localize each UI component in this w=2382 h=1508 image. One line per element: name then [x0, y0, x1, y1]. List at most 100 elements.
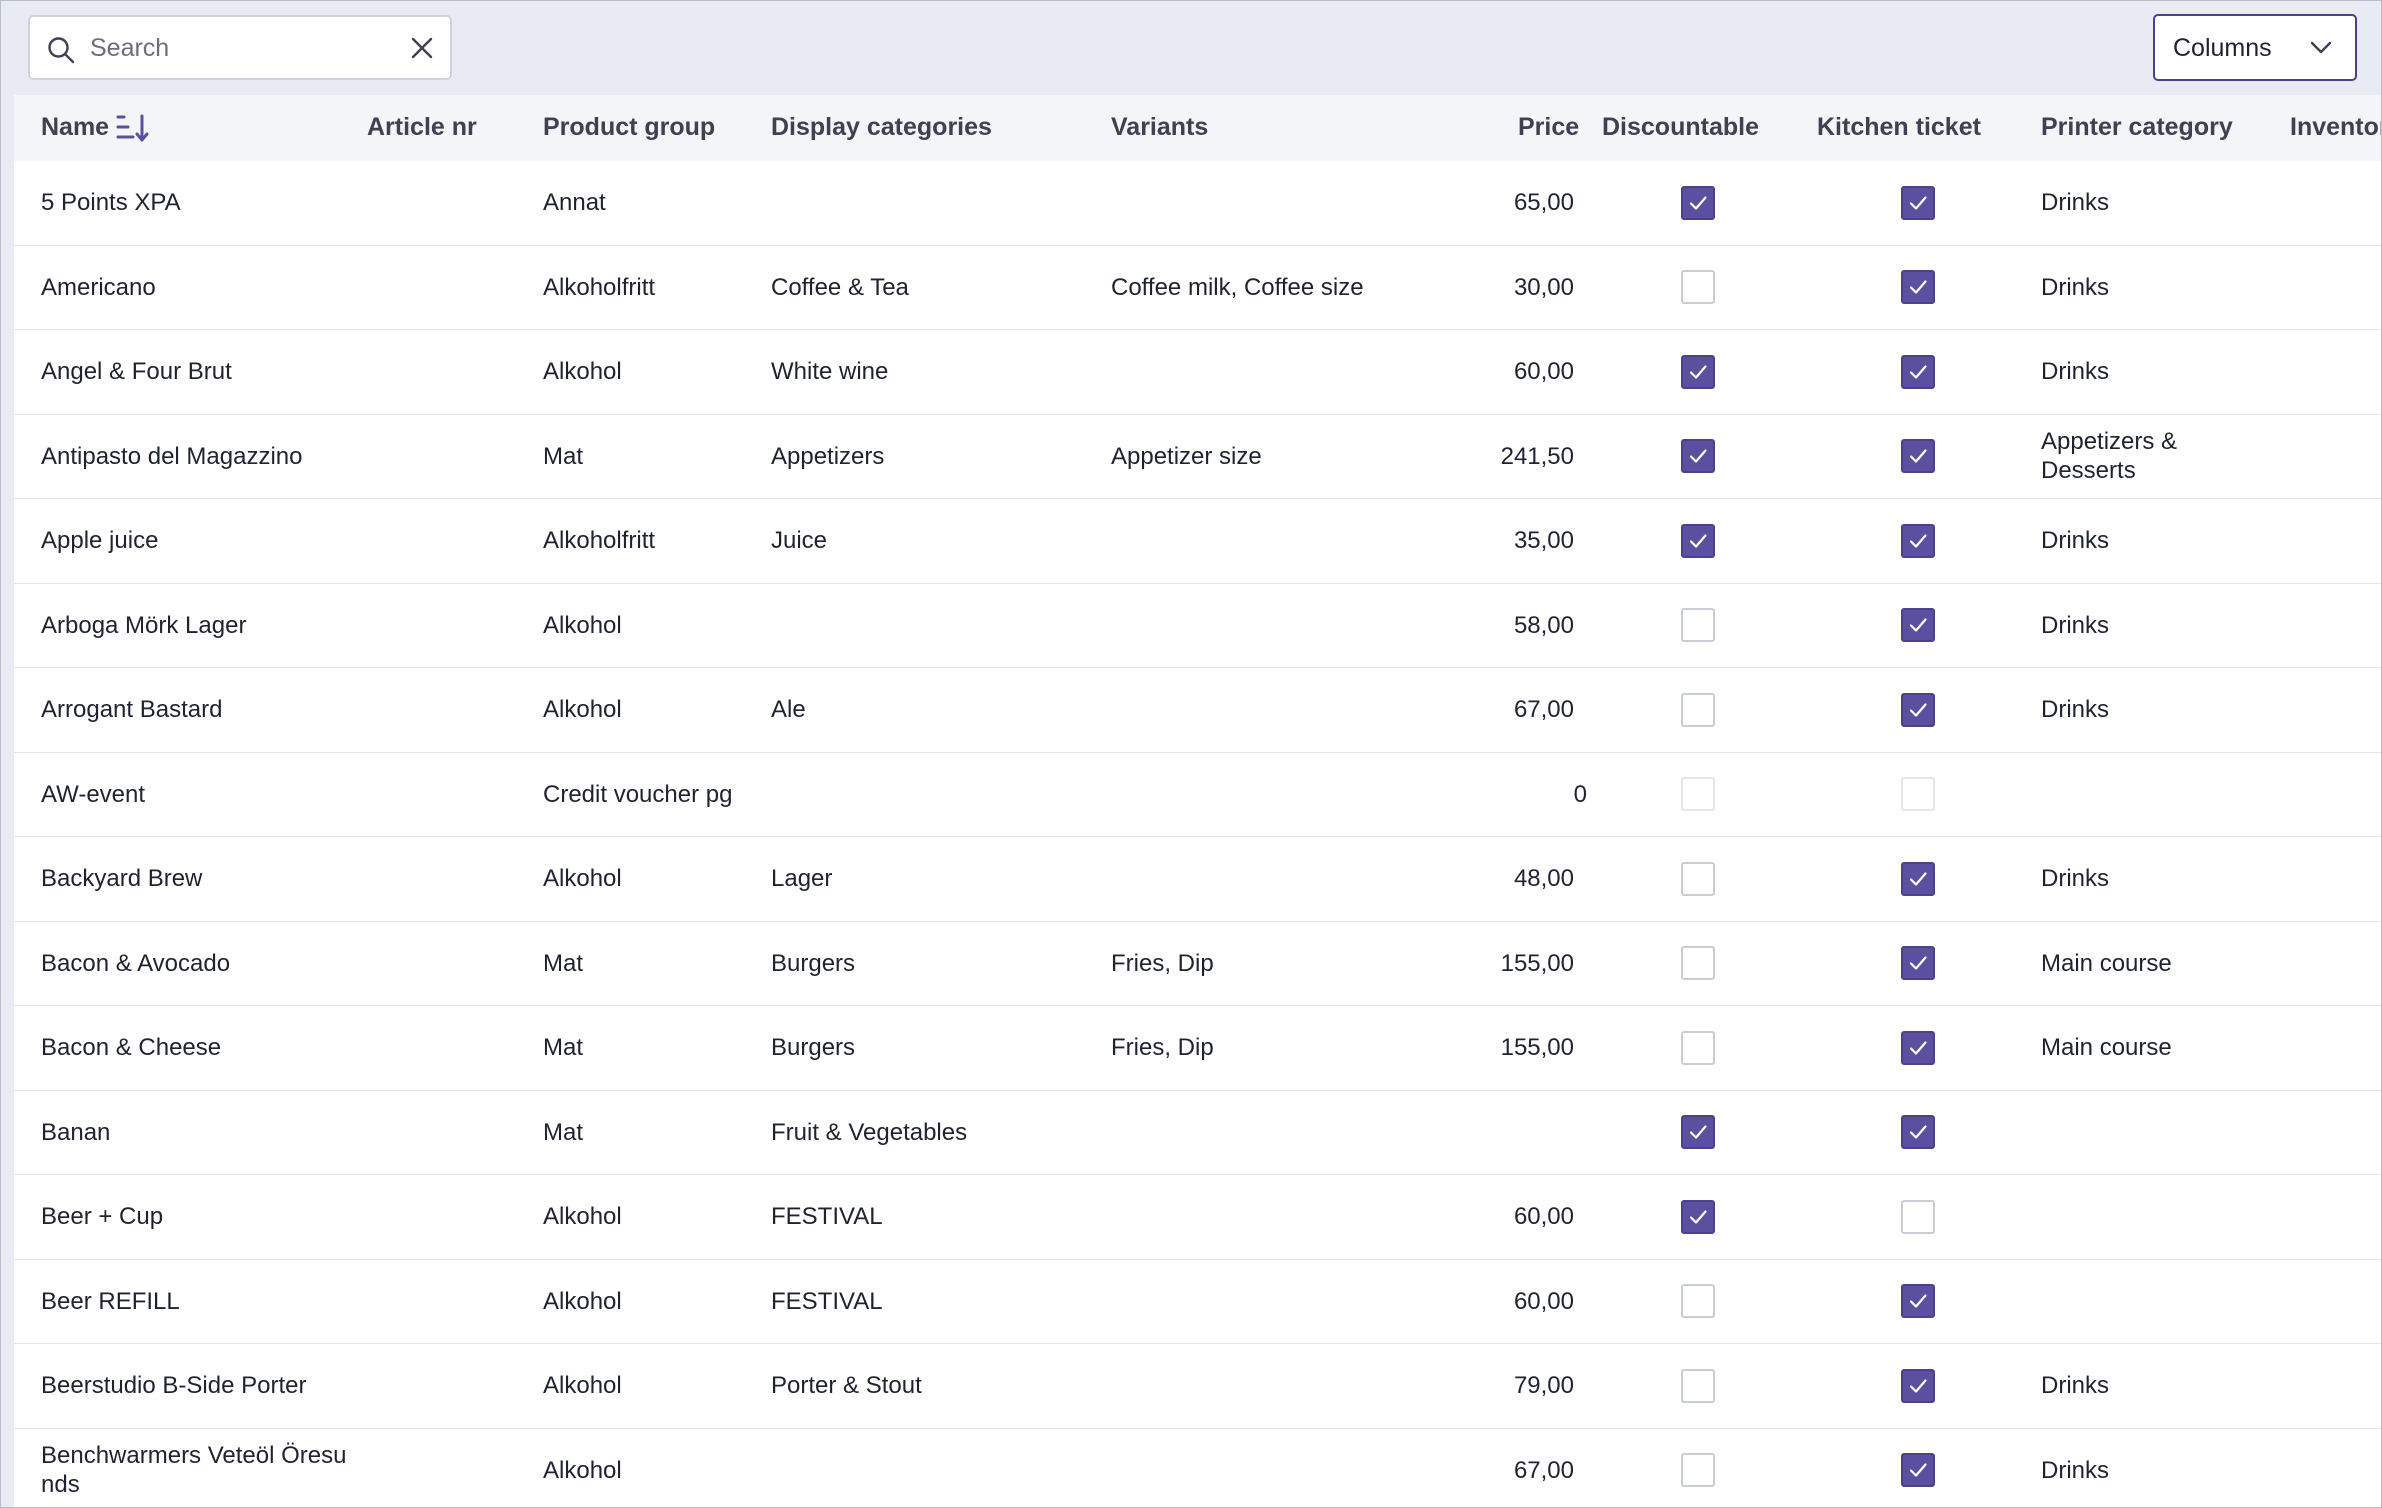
discountable-checkbox[interactable]	[1681, 946, 1715, 981]
close-icon[interactable]	[408, 34, 436, 62]
table-row[interactable]: Apple juice Alkoholfritt Juice 35,00 Drinks	[14, 499, 2381, 584]
search-input[interactable]	[88, 25, 422, 72]
cell-article-nr	[367, 246, 517, 330]
cell-price: 241,50	[1500, 442, 1574, 470]
discountable-checkbox[interactable]	[1681, 1284, 1715, 1319]
table-row[interactable]: Banan Mat Fruit & Vegetables	[14, 1091, 2381, 1175]
table-row[interactable]: Bacon & Cheese Mat Burgers Fries, Dip 155,00…	[14, 1006, 2381, 1091]
column-header-product-group[interactable]: Product group	[543, 113, 716, 141]
discountable-checkbox[interactable]	[1681, 1115, 1715, 1150]
discountable-checkbox[interactable]	[1681, 270, 1715, 305]
table-row[interactable]: Americano Alkoholfritt Coffee & Tea Coffee …	[14, 246, 2381, 330]
kitchen-ticket-checkbox[interactable]	[1901, 1453, 1935, 1488]
table-row[interactable]: Beer + Cup Alkohol FESTIVAL 60,00	[14, 1175, 2381, 1260]
cell-discountable	[1678, 415, 1718, 499]
table-row[interactable]: Backyard Brew Alkohol Lager 48,00 Drinks	[14, 837, 2381, 922]
discountable-checkbox[interactable]	[1681, 523, 1715, 558]
cell-name: Bacon & Avocado	[41, 949, 231, 977]
table-row[interactable]: Arrogant Bastard Alkohol Ale 67,00 Drinks	[14, 668, 2381, 753]
discountable-checkbox[interactable]	[1681, 1453, 1715, 1488]
table-row[interactable]: Benchwarmers Veteöl Öresu nds Alkohol 67,0…	[14, 1429, 2381, 1508]
cell-name: Antipasto del Magazzino	[41, 442, 303, 470]
column-header-inventory[interactable]: Inventor	[2290, 113, 2382, 141]
table-row[interactable]: Beer REFILL Alkohol FESTIVAL 60,00	[14, 1260, 2381, 1344]
kitchen-ticket-checkbox[interactable]	[1901, 946, 1935, 981]
cell-variants: Fries, Dip	[1111, 1034, 1214, 1062]
check-icon	[1689, 365, 1707, 379]
cell-article-nr	[367, 1175, 517, 1259]
discountable-checkbox[interactable]	[1681, 185, 1715, 220]
cell-product-group: Mat	[543, 1034, 584, 1062]
cell-article-nr	[367, 1260, 517, 1344]
cell-price: 35,00	[1513, 527, 1574, 555]
discountable-checkbox[interactable]	[1681, 439, 1715, 474]
cell-article-nr	[367, 1006, 517, 1090]
cell-price	[1414, 1091, 1574, 1175]
discountable-checkbox[interactable]	[1681, 692, 1715, 727]
cell-name: Arboga Mörk Lager	[41, 611, 247, 639]
kitchen-ticket-checkbox[interactable]	[1901, 354, 1935, 389]
kitchen-ticket-checkbox[interactable]	[1901, 1030, 1935, 1065]
kitchen-ticket-checkbox[interactable]	[1901, 692, 1935, 727]
cell-product-group: Alkoholfritt	[543, 527, 656, 555]
cell-printer-category: Main course	[2041, 1034, 2172, 1062]
cell-article-nr	[367, 837, 517, 921]
table-row[interactable]: Antipasto del Magazzino Mat Appetizers Appe…	[14, 415, 2381, 499]
column-header-kitchen-ticket[interactable]: Kitchen ticket	[1817, 113, 1981, 141]
cell-product-group: Alkohol	[543, 865, 622, 893]
table-row[interactable]: AW-event Credit voucher pg 0	[14, 753, 2381, 837]
cell-variants	[1111, 837, 1411, 921]
cell-printer-category: Drinks	[2041, 189, 2110, 217]
cell-product-group: Annat	[543, 189, 606, 217]
cell-name: Bacon & Cheese	[41, 1034, 222, 1062]
discountable-checkbox[interactable]	[1681, 1199, 1715, 1234]
cell-product-group: Alkohol	[543, 1287, 622, 1315]
cell-article-nr	[367, 584, 517, 668]
column-header-name[interactable]: Name	[41, 113, 110, 141]
cell-discountable	[1678, 837, 1718, 921]
kitchen-ticket-checkbox[interactable]	[1901, 861, 1935, 896]
cell-price: 60,00	[1513, 1203, 1574, 1231]
cell-printer-category: Drinks	[2041, 527, 2110, 555]
column-header-variants[interactable]: Variants	[1111, 113, 1209, 141]
kitchen-ticket-checkbox[interactable]	[1901, 1368, 1935, 1403]
discountable-checkbox[interactable]	[1681, 1030, 1715, 1065]
cell-discountable	[1678, 584, 1718, 668]
column-header-printer-category[interactable]: Printer category	[2041, 113, 2233, 141]
cell-discountable	[1678, 246, 1718, 330]
table-row[interactable]: Beerstudio B-Side Porter Alkohol Porter & …	[14, 1344, 2381, 1429]
kitchen-ticket-checkbox[interactable]	[1901, 1115, 1935, 1150]
table-row[interactable]: Bacon & Avocado Mat Burgers Fries, Dip 155,0…	[14, 922, 2381, 1006]
cell-article-nr	[367, 330, 517, 414]
kitchen-ticket-checkbox[interactable]	[1901, 1199, 1935, 1234]
cell-printer-category: Drinks	[2041, 611, 2110, 639]
discountable-checkbox[interactable]	[1681, 1368, 1715, 1403]
kitchen-ticket-checkbox[interactable]	[1901, 185, 1935, 220]
column-header-price[interactable]: Price	[1518, 113, 1580, 141]
table-row[interactable]: 5 Points XPA Annat 65,00 Drinks	[14, 161, 2381, 246]
discountable-checkbox[interactable]	[1681, 354, 1715, 389]
kitchen-ticket-checkbox[interactable]	[1901, 439, 1935, 474]
cell-price: 48,00	[1513, 865, 1574, 893]
search-box[interactable]	[28, 15, 452, 80]
table-row[interactable]: Arboga Mörk Lager Alkohol 58,00 Drinks	[14, 584, 2381, 668]
columns-dropdown[interactable]: Columns	[2153, 14, 2357, 81]
column-header-discountable[interactable]: Discountable	[1602, 113, 1759, 141]
discountable-checkbox[interactable]	[1681, 861, 1715, 896]
kitchen-ticket-checkbox[interactable]	[1901, 270, 1935, 305]
discountable-checkbox[interactable]	[1681, 608, 1715, 643]
kitchen-ticket-checkbox[interactable]	[1901, 608, 1935, 643]
kitchen-ticket-checkbox[interactable]	[1901, 523, 1935, 558]
cell-price: 155,00	[1500, 949, 1574, 977]
cell-variants	[1111, 161, 1411, 245]
check-icon	[1909, 872, 1927, 886]
column-header-display-categories[interactable]: Display categories	[771, 113, 992, 141]
table-row[interactable]: Angel & Four Brut Alkohol White wine 60,00 D…	[14, 330, 2381, 415]
kitchen-ticket-checkbox[interactable]	[1901, 1284, 1935, 1319]
cell-variants	[1111, 753, 1411, 837]
cell-display-categories	[771, 584, 1091, 668]
column-header-article-nr[interactable]: Article nr	[367, 113, 477, 141]
sort-descending-icon[interactable]	[114, 112, 150, 144]
cell-product-group: Mat	[543, 1118, 584, 1146]
cell-printer-category: Drinks	[2041, 1456, 2110, 1484]
